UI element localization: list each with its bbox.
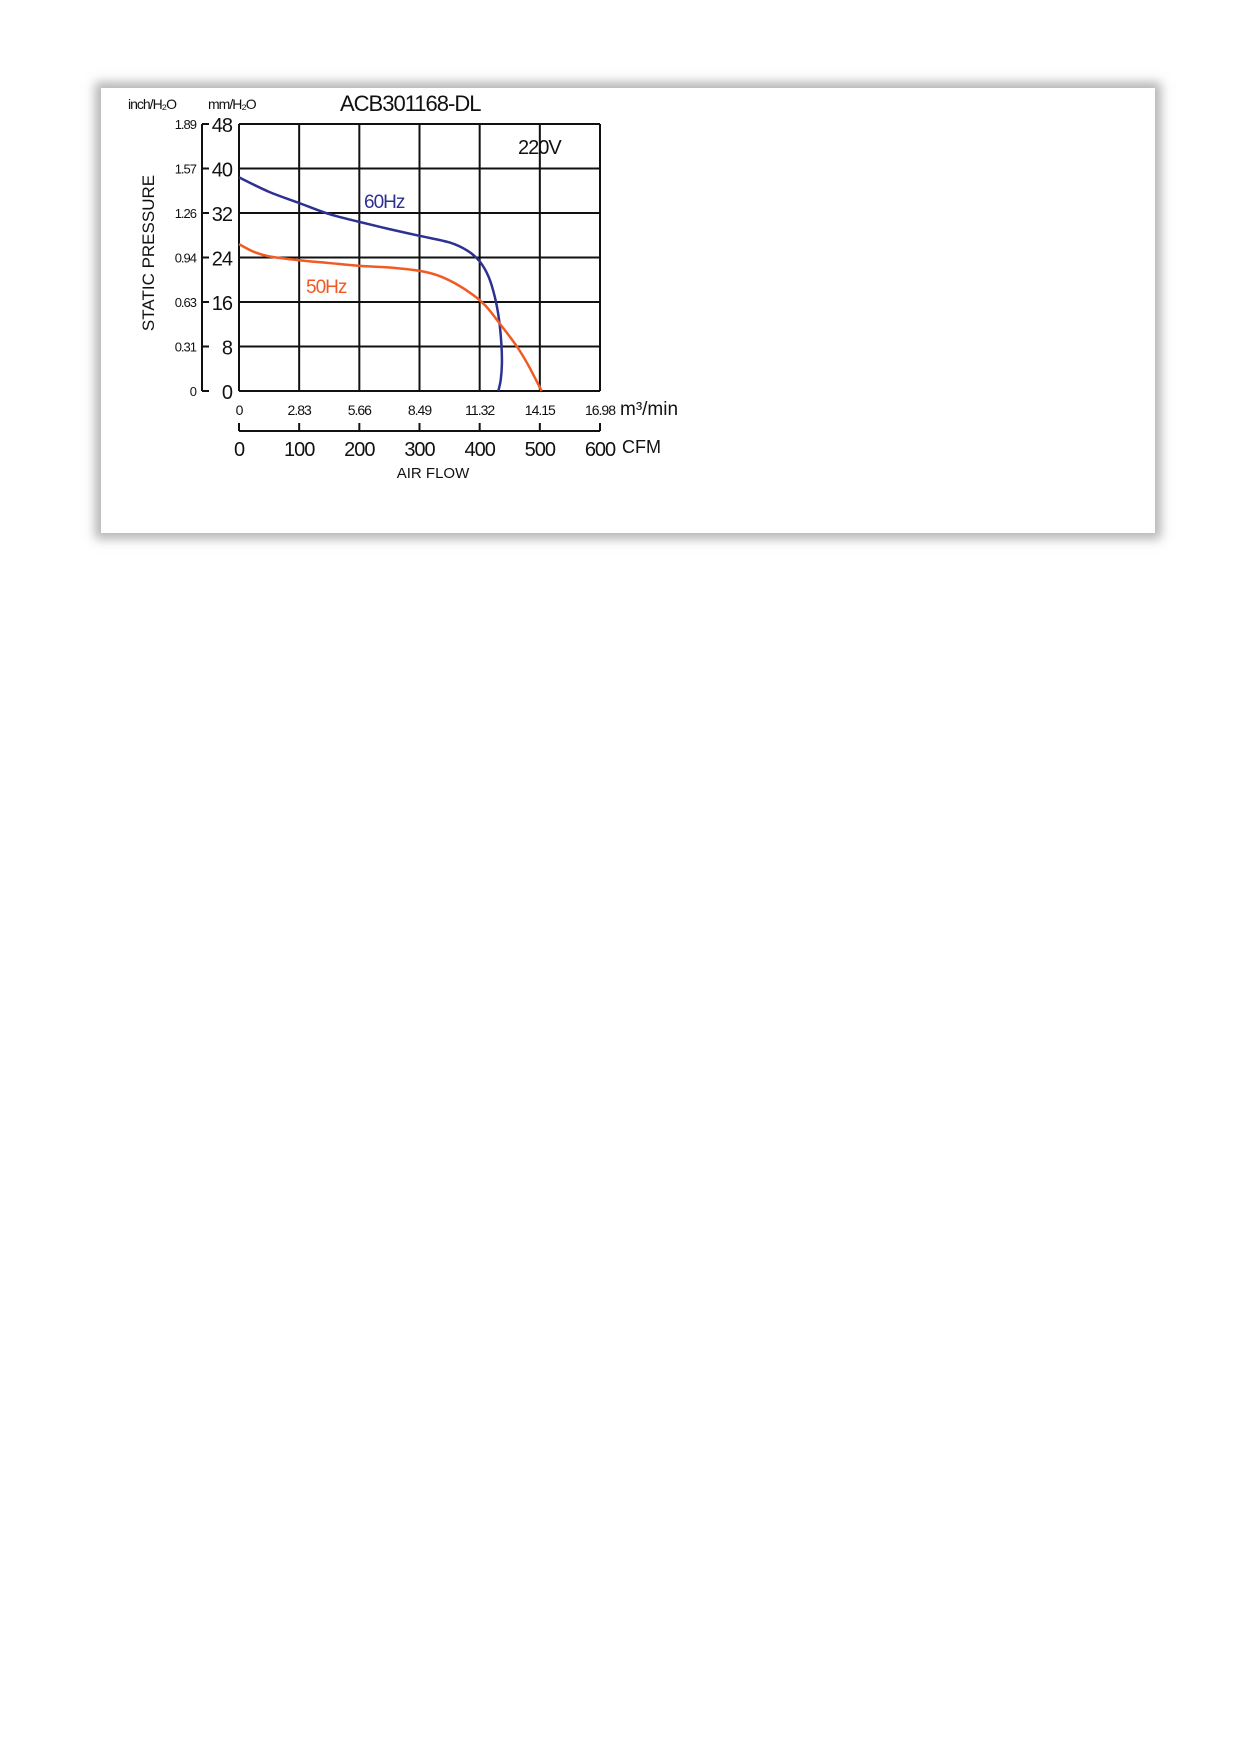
x-tick-label-secondary: 0 xyxy=(236,402,244,418)
x-unit-secondary: m³/min xyxy=(620,399,678,420)
x-tick-label-secondary: 11.32 xyxy=(465,402,495,418)
x-tick-label-secondary: 2.83 xyxy=(288,402,312,418)
y-tick-label-secondary: 0.94 xyxy=(175,251,197,266)
x-tick-label: 500 xyxy=(525,439,556,461)
x-axis-label: AIR FLOW xyxy=(397,465,470,482)
x-unit-primary: CFM xyxy=(622,437,661,457)
grid xyxy=(238,123,601,392)
y-tick-label-secondary: 1.26 xyxy=(175,206,197,221)
y-tick-label: 8 xyxy=(222,338,233,360)
series-line-60hz xyxy=(238,176,504,392)
x-tick-label-secondary: 8.49 xyxy=(408,402,432,418)
series-label-50hz: 50Hz xyxy=(306,277,347,298)
y-tick-label-secondary: 1.89 xyxy=(175,117,197,132)
x-tick-label-secondary: 14.15 xyxy=(525,402,556,418)
x-tick-label: 400 xyxy=(464,439,495,461)
y-tick-label-secondary: 0.31 xyxy=(175,340,197,355)
y-tick-label-secondary: 1.57 xyxy=(175,162,197,177)
y-tick-label-secondary: 0.63 xyxy=(175,295,197,310)
y-unit-secondary: inch/H₂O xyxy=(128,96,177,112)
y-tick-label: 16 xyxy=(212,293,233,315)
y-tick-label: 0 xyxy=(222,382,233,404)
y-unit-primary: mm/H₂O xyxy=(208,96,257,112)
y-tick-label: 40 xyxy=(212,160,233,182)
x-tick-label: 200 xyxy=(344,439,375,461)
y-axis-label: STATIC PRESSURE xyxy=(139,175,158,331)
x-tick-label-secondary: 5.66 xyxy=(348,402,372,418)
y-tick-label: 24 xyxy=(212,249,233,271)
y-tick-label-secondary: 0 xyxy=(190,384,197,399)
chart-frame xyxy=(101,88,1155,533)
voltage-annotation: 220V xyxy=(518,137,562,159)
series-lines xyxy=(238,176,543,392)
x-tick-label: 300 xyxy=(404,439,435,461)
x-tick-label-secondary: 16.98 xyxy=(585,402,616,418)
series-line-50hz xyxy=(238,243,543,392)
x-tick-label: 0 xyxy=(234,439,245,461)
chart-title: ACB301168-DL xyxy=(340,91,481,116)
series-label-60hz: 60Hz xyxy=(364,192,405,213)
axes: 002.831005.662008.4930011.3240014.155001… xyxy=(175,115,618,461)
y-tick-label: 48 xyxy=(212,115,233,137)
y-tick-label: 32 xyxy=(212,204,233,226)
x-tick-label: 600 xyxy=(585,439,616,461)
x-tick-label: 100 xyxy=(284,439,315,461)
